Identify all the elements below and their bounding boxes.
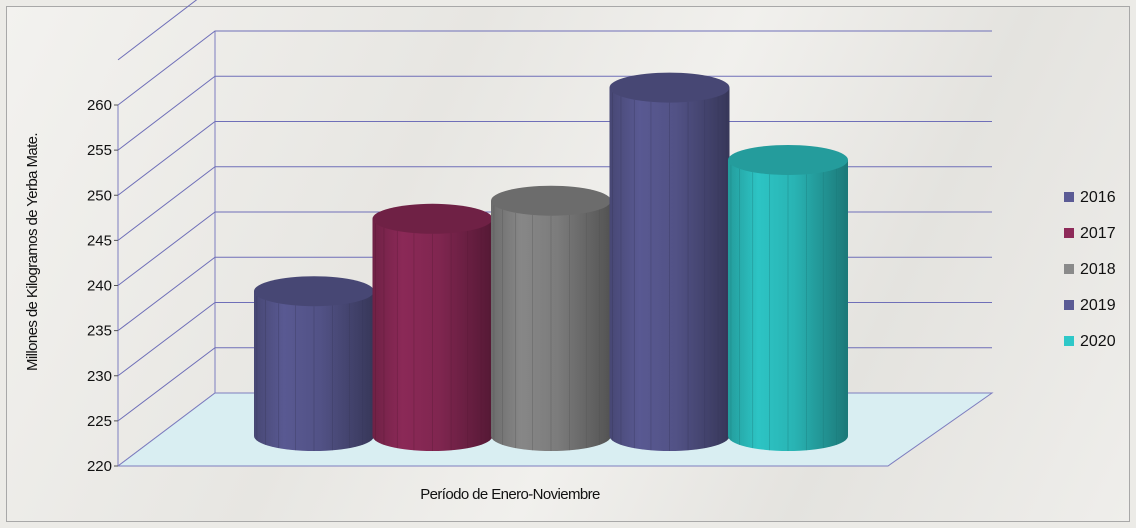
- y-tick-label: 250: [87, 187, 112, 204]
- legend: 2016 2017 2018 2019 2020: [1064, 189, 1116, 350]
- bar-2020: [728, 144, 848, 451]
- legend-swatch: [1064, 336, 1074, 346]
- legend-label: 2019: [1080, 297, 1116, 314]
- bar-2016: [254, 276, 374, 451]
- bar-top: [609, 72, 730, 103]
- legend-item-2016: 2016: [1064, 189, 1116, 206]
- x-axis-title: Período de Enero-Noviembre: [420, 486, 600, 503]
- legend-swatch: [1064, 228, 1074, 238]
- legend-item-2020: 2020: [1064, 333, 1116, 350]
- legend-label: 2017: [1080, 225, 1116, 242]
- legend-label: 2016: [1080, 189, 1116, 206]
- legend-label: 2020: [1080, 333, 1116, 350]
- y-axis-ticks: 220 225 230 235 240 245 250 255 260: [87, 97, 118, 475]
- gridline: [117, 75, 992, 151]
- y-tick-label: 240: [87, 278, 112, 295]
- bar-2017: [372, 203, 493, 451]
- legend-item-2018: 2018: [1064, 261, 1116, 278]
- y-tick-label: 260: [87, 97, 112, 114]
- y-tick-label: 225: [87, 413, 112, 430]
- bar-top: [728, 144, 848, 175]
- legend-item-2017: 2017: [1064, 225, 1116, 242]
- bar-2019: [609, 72, 730, 451]
- gridline: [117, 121, 992, 196]
- legend-swatch: [1064, 192, 1074, 202]
- bar-top: [372, 203, 493, 234]
- legend-swatch: [1064, 264, 1074, 274]
- y-tick-label: 255: [87, 142, 112, 159]
- bar-top: [491, 185, 611, 216]
- y-tick-label: 235: [87, 323, 112, 340]
- y-tick-label: 230: [87, 368, 112, 385]
- legend-item-2019: 2019: [1064, 297, 1116, 314]
- y-tick-label: 220: [87, 458, 112, 475]
- y-axis-title: Millones de Kilogramos de Yerba Mate.: [24, 133, 41, 371]
- y-tick-label: 245: [87, 232, 112, 249]
- bar-2018: [491, 185, 611, 451]
- gridline: [117, 30, 992, 106]
- gridline: [117, 0, 198, 61]
- legend-label: 2018: [1080, 261, 1116, 278]
- bar-top: [254, 276, 374, 307]
- bars: [254, 72, 848, 451]
- legend-swatch: [1064, 300, 1074, 310]
